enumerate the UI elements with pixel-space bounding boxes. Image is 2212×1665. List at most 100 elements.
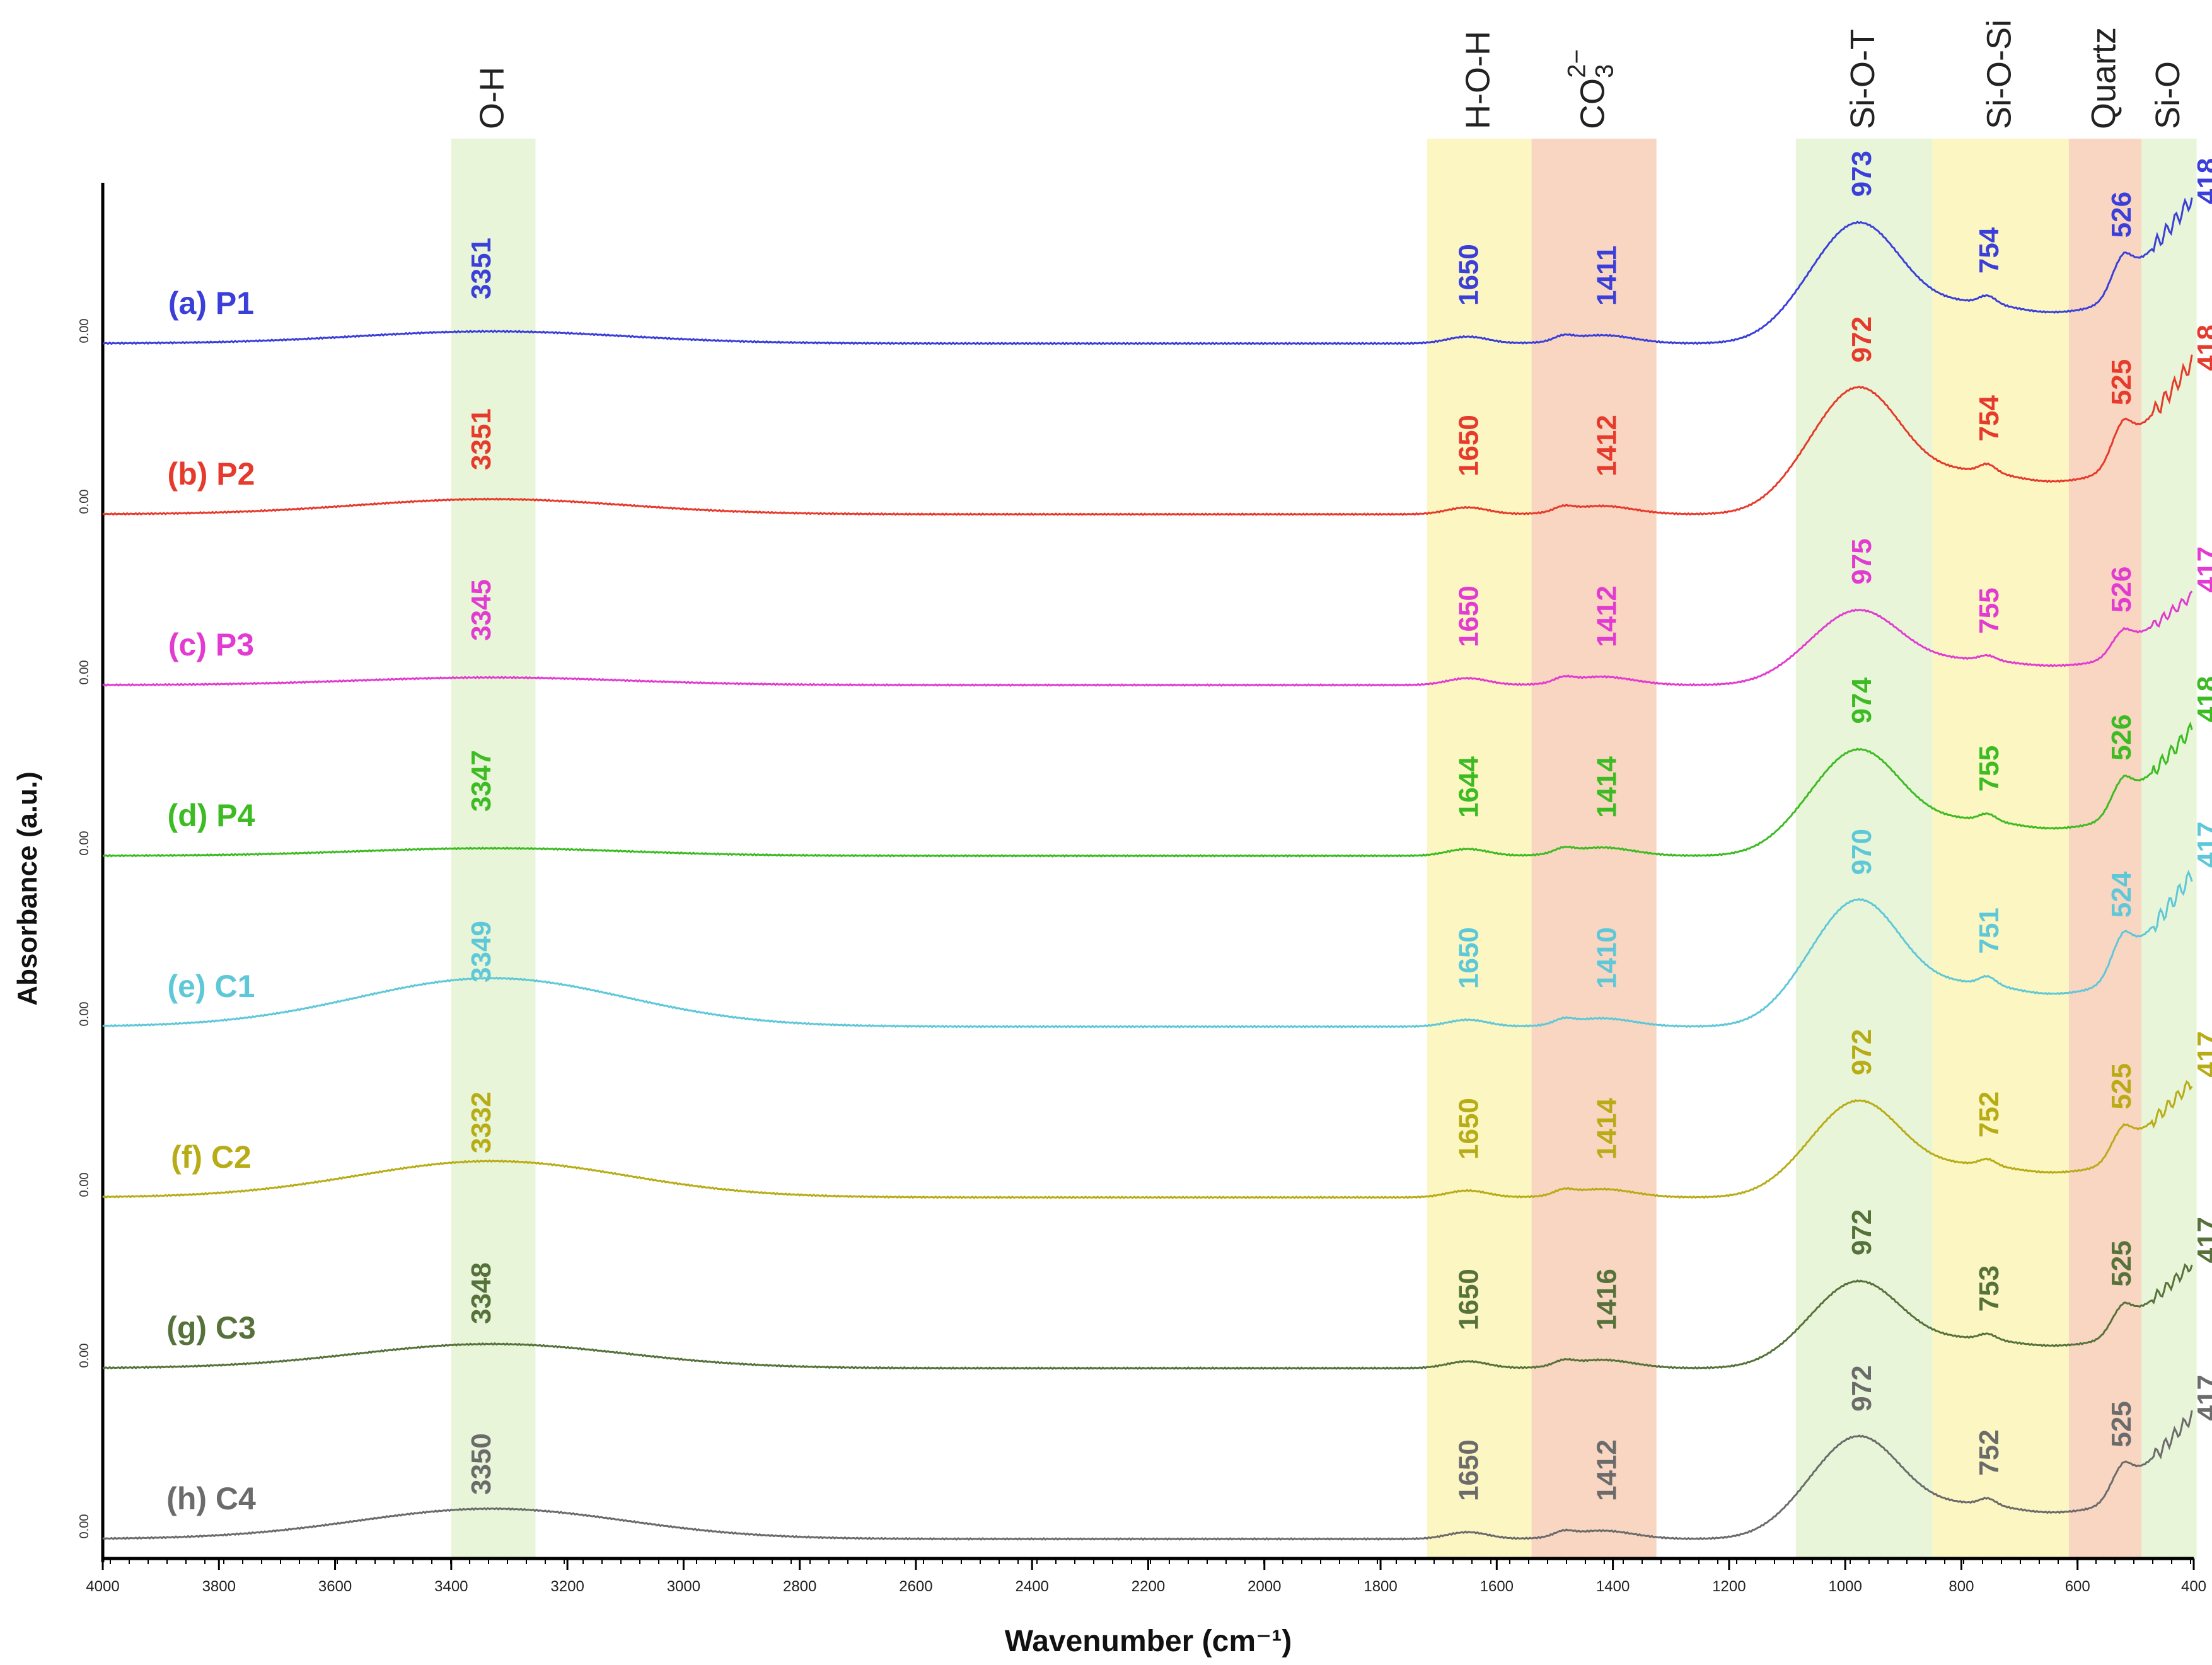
peak-label: 1412 [1592,415,1623,476]
x-tick-label: 2400 [1016,1578,1049,1595]
series-label: (g) C3 [166,1310,256,1345]
peak-label: 970 [1846,829,1877,875]
series-label: (d) P4 [168,798,255,833]
series-label: (h) C4 [166,1481,256,1516]
peak-label: 3349 [466,921,497,982]
x-tick-label: 3000 [667,1578,700,1595]
peak-label: 755 [1974,587,2005,633]
peak-label: 3347 [466,750,497,812]
peak-label: 753 [1974,1265,2005,1311]
band-region [1795,139,1933,1558]
peak-label: 1650 [1453,415,1484,476]
band-header-label: Quartz [2085,27,2122,129]
peak-label: 972 [1846,1029,1877,1075]
y-tick-label: 0.00 [78,1344,91,1368]
peak-label: 1650 [1453,585,1484,647]
spectrum-line [102,197,2193,345]
peak-label: 752 [1974,1429,2005,1475]
band-region [2068,139,2142,1558]
peak-label: 417 [2192,546,2212,592]
peak-label: 524 [2106,871,2137,918]
x-tick-label: 1000 [1828,1578,1862,1595]
peak-label: 1414 [1592,756,1623,818]
y-tick-label: 0.00 [78,1514,91,1539]
peak-label: 1416 [1592,1269,1623,1330]
x-tick-label: 400 [2181,1578,2206,1595]
peak-label: 417 [2192,1217,2212,1263]
peak-label: 417 [2192,1031,2212,1077]
peak-label: 1650 [1453,1098,1484,1160]
peak-label: 1412 [1592,1439,1623,1501]
peak-label: 418 [2192,676,2212,722]
band-header-label: Si-O-T [1844,29,1882,129]
x-tick-label: 4000 [86,1578,119,1595]
y-tick-label: 0.00 [78,319,91,343]
x-tick-label: 1400 [1596,1578,1630,1595]
peak-label: 526 [2106,567,2137,613]
peak-label: 1412 [1592,585,1623,647]
band-header-label: H-O-H [1459,31,1497,129]
peak-label: 751 [1974,907,2005,953]
peak-label: 972 [1846,316,1877,362]
band-region [2141,139,2197,1558]
peak-label: 418 [2192,325,2212,371]
spectrum-line [102,591,2193,687]
series-label: (a) P1 [168,285,254,321]
peak-label: 526 [2106,192,2137,238]
peak-label: 1411 [1592,246,1623,306]
band-header-label: Si-O-Si [1981,20,2018,129]
y-tick-label: 0.00 [78,1173,91,1197]
spectrum-line [102,870,2193,1028]
x-tick-label: 3600 [318,1578,352,1595]
y-tick-label: 0.00 [78,490,91,514]
peak-label: 1414 [1592,1098,1623,1160]
x-tick-label: 1200 [1712,1578,1746,1595]
peak-label: 417 [2192,1374,2212,1420]
band-header-label: O-H [473,67,511,129]
y-axis-title: Absorbance (a.u.) [12,771,43,1006]
x-tick-label: 2000 [1248,1578,1281,1595]
x-tick-label: 2200 [1132,1578,1165,1595]
band-region [1531,139,1657,1558]
band-region [1932,139,2069,1558]
series-label: (e) C1 [168,969,255,1004]
y-tick-label: 0.00 [78,831,91,856]
x-tick-label: 1600 [1480,1578,1514,1595]
peak-label: 972 [1846,1209,1877,1255]
peak-label: 3350 [466,1433,497,1495]
peak-label: 417 [2192,822,2212,868]
peak-label: 1650 [1453,927,1484,989]
peak-label: 973 [1846,151,1877,197]
peak-label: 3345 [466,579,497,641]
series-label: (b) P2 [168,456,255,492]
peak-label: 3351 [466,238,497,299]
x-tick-label: 600 [2065,1578,2090,1595]
peak-label: 418 [2192,158,2212,204]
x-tick-label: 2800 [783,1578,816,1595]
peak-label: 1650 [1453,244,1484,306]
peak-label: 3332 [466,1092,497,1153]
peak-label: 525 [2106,1401,2137,1447]
band-region [1427,139,1532,1558]
peak-label: 3348 [466,1262,497,1324]
spectrum-line [102,1410,2193,1541]
peak-label: 3351 [466,408,497,470]
x-tick-label: 3400 [434,1578,468,1595]
series-label: (f) C2 [171,1139,252,1175]
peak-label: 974 [1846,677,1877,724]
peak-label: 526 [2106,714,2137,760]
peak-label: 755 [1974,746,2005,792]
band-header-label: Si-O [2149,61,2187,129]
peak-label: 752 [1974,1092,2005,1138]
series-label: (c) P3 [168,627,254,662]
peak-label: 1644 [1453,756,1484,818]
x-tick-label: 3800 [202,1578,236,1595]
spectrum-line [102,721,2193,858]
spectrum-line [102,1080,2193,1199]
x-tick-label: 3200 [550,1578,584,1595]
y-tick-label: 0.00 [78,1002,91,1027]
peak-label: 754 [1974,395,2005,442]
peak-label: 972 [1846,1365,1877,1411]
x-tick-label: 1800 [1364,1578,1397,1595]
